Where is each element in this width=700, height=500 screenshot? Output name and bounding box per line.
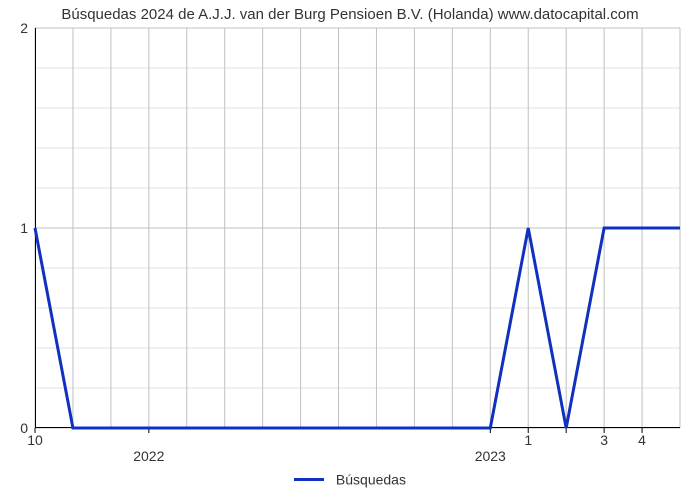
y-tick-label: 1 xyxy=(0,220,28,236)
chart-legend: Búsquedas xyxy=(0,470,700,487)
x-tick-label: 3 xyxy=(600,432,608,448)
chart-plot xyxy=(35,28,680,428)
chart-container: Búsquedas 2024 de A.J.J. van der Burg Pe… xyxy=(0,0,700,500)
legend-label: Búsquedas xyxy=(336,471,406,487)
y-tick-label: 2 xyxy=(0,20,28,36)
chart-title: Búsquedas 2024 de A.J.J. van der Burg Pe… xyxy=(0,6,700,23)
x-tick-label: 2023 xyxy=(475,448,506,464)
x-tick-label: 1 xyxy=(524,432,532,448)
x-tick-label: 10 xyxy=(27,432,43,448)
x-tick-label: 2022 xyxy=(133,448,164,464)
x-tick-label: 4 xyxy=(638,432,646,448)
y-tick-label: 0 xyxy=(0,420,28,436)
legend-swatch xyxy=(294,478,324,481)
